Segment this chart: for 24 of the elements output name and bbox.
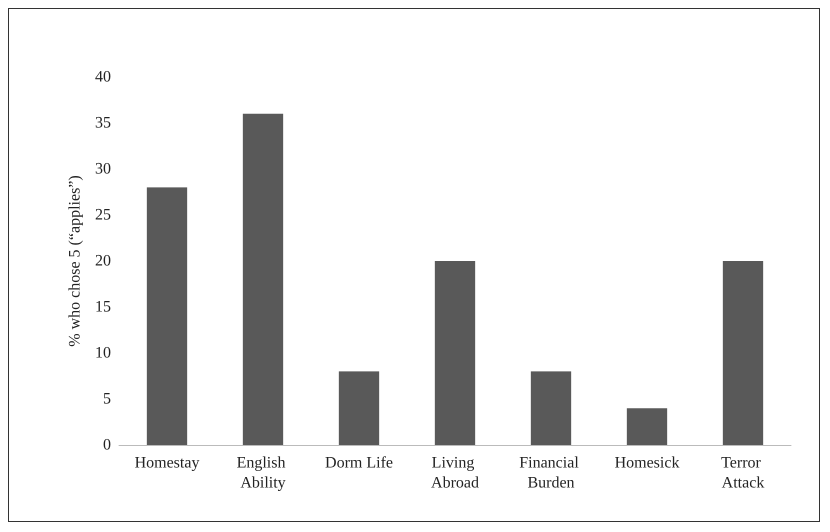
x-tick-label: Living Abroad — [431, 454, 479, 492]
x-tick-label: English Ability — [236, 454, 290, 492]
x-tick-label: Homestay — [134, 454, 200, 472]
y-tick-label: 35 — [95, 114, 111, 132]
y-tick-label: 30 — [95, 160, 111, 178]
y-axis-title: % who chose 5 (“applies”) — [66, 175, 84, 347]
x-tick-label: Financial Burden — [519, 454, 583, 492]
y-tick-label: 10 — [95, 344, 111, 362]
bar — [146, 187, 188, 445]
bar — [338, 371, 380, 445]
bar — [722, 261, 764, 445]
y-tick-label: 5 — [103, 390, 111, 408]
bar — [242, 114, 284, 445]
y-tick-label: 40 — [95, 68, 111, 86]
bar — [626, 408, 668, 445]
bar — [530, 371, 572, 445]
x-tick-label: Homesick — [614, 454, 680, 472]
x-tick-label: Dorm Life — [325, 454, 393, 472]
bar — [434, 261, 476, 445]
y-tick-label: 15 — [95, 298, 111, 316]
y-tick-label: 0 — [103, 436, 111, 454]
x-tick-label: Terror Attack — [721, 454, 765, 492]
y-tick-label: 25 — [95, 206, 111, 224]
y-tick-label: 20 — [95, 252, 111, 270]
